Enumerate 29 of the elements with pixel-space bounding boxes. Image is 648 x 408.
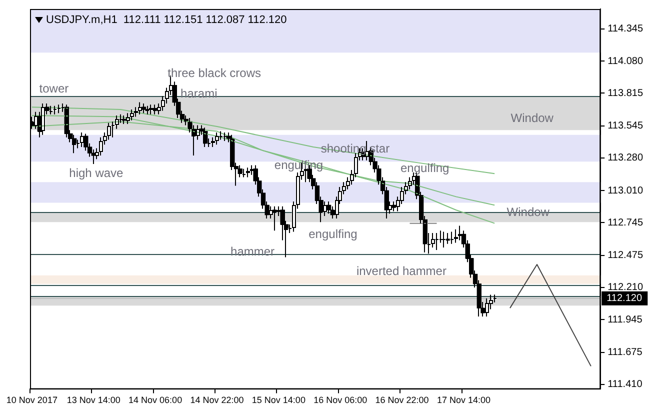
annotation: Window (510, 111, 554, 126)
x-tick-label: 17 Nov 14:00 (436, 395, 491, 406)
y-tick-label: 112.210 (608, 282, 644, 294)
y-tick-label: 112.475 (608, 250, 644, 262)
x-tick-label: 10 Nov 2017 (6, 395, 58, 406)
y-tick-label: 111.410 (608, 379, 643, 390)
ref-line-label: 112.120 (606, 293, 642, 304)
x-tick-label: 13 Nov 14:00 (66, 395, 120, 406)
annotation: three black crows (168, 66, 261, 80)
x-tick-label: 14 Nov 06:00 (128, 395, 182, 406)
annotation: tower (39, 82, 69, 96)
y-tick-label: 113.280 (608, 152, 644, 164)
annotation: high wave (69, 166, 124, 180)
x-tick-label: 16 Nov 06:00 (314, 395, 368, 406)
annotation: inverted hammer (356, 264, 446, 278)
chart-title: USDJPY.m,H1 112.111 112.151 112.087 112.120 (46, 14, 287, 26)
y-tick-label: 111.945 (608, 314, 643, 326)
annotation: engulfing (400, 160, 450, 175)
x-tick-label: 15 Nov 14:00 (252, 395, 306, 406)
x-tick-label: 16 Nov 22:00 (375, 395, 429, 406)
annotation: engulfing (308, 226, 358, 241)
y-tick-label: 114.080 (608, 56, 644, 67)
y-tick-label: 114.345 (608, 24, 644, 35)
y-tick-label: 113.010 (608, 185, 644, 196)
y-tick-label: 112.745 (608, 217, 644, 228)
y-tick-label: 113.815 (608, 88, 644, 99)
y-tick-label: 113.545 (608, 120, 644, 132)
x-tick-label: 14 Nov 22:00 (190, 395, 244, 406)
y-tick-label: 111.675 (608, 347, 643, 358)
